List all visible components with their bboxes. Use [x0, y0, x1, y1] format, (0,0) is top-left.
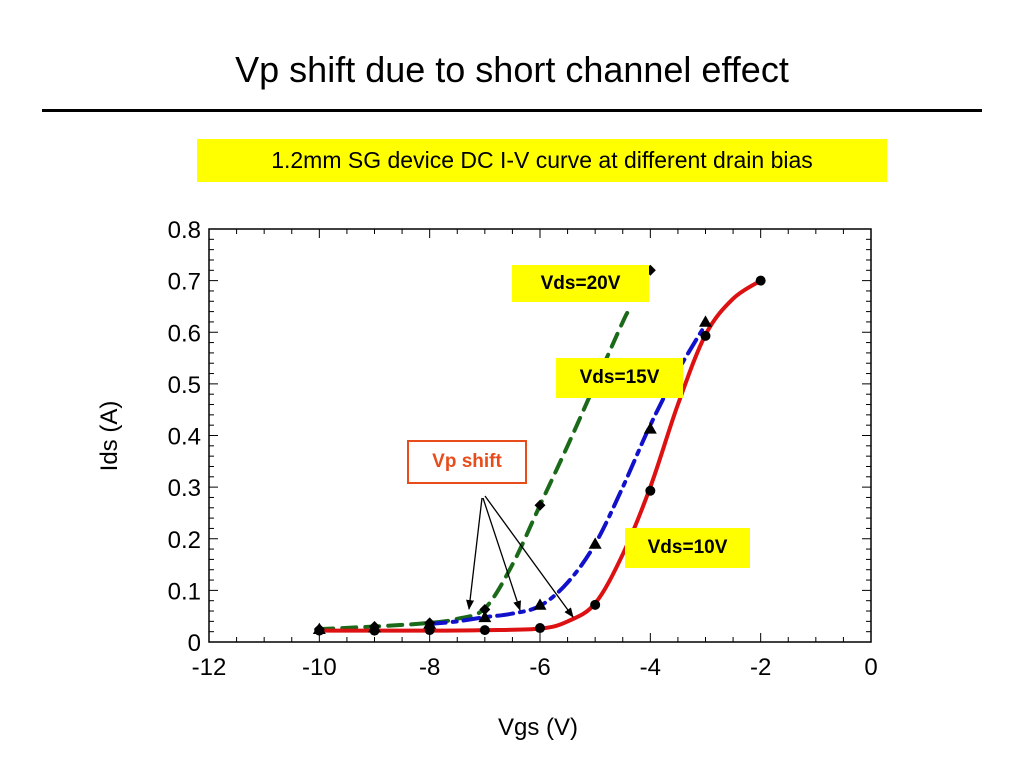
- callout-vp-shift: Vp shift: [407, 440, 527, 484]
- data-point-vds-10v: [700, 330, 711, 341]
- x-tick-label: -8: [419, 654, 440, 681]
- y-tick-label: 0.2: [168, 527, 201, 554]
- data-point-vds-15v: [478, 610, 492, 623]
- y-tick-label: 0.6: [168, 320, 201, 347]
- data-point-vds-20v: [479, 603, 491, 615]
- data-point-vds-15v: [588, 537, 602, 549]
- x-tick-label: -12: [192, 654, 227, 681]
- data-point-vds-15v: [533, 598, 547, 610]
- x-tick-label: -4: [640, 654, 661, 681]
- data-point-vds-10v: [479, 625, 490, 636]
- chart-curves: [317, 278, 763, 633]
- callout-vds20: Vds=20V: [512, 265, 649, 302]
- data-point-vds-20v: [369, 621, 380, 633]
- data-point-vds-10v: [755, 275, 766, 286]
- title-divider: [42, 109, 982, 112]
- data-point-vds-20v: [424, 617, 436, 629]
- callout-vds15: Vds=15V: [556, 358, 683, 398]
- data-point-vds-10v: [535, 623, 545, 634]
- y-tick-label: 0: [188, 630, 201, 657]
- chart-tick-labels: -12 -10 -8 -6 -4 -2 0 0 0.1 0.2 0.3 0.4 0.5 0.6 0.7 0.8: [168, 217, 878, 681]
- chart-ticks: [208, 228, 872, 643]
- x-tick-label: 0: [864, 654, 877, 681]
- x-tick-label: -6: [529, 654, 550, 681]
- y-tick-label: 0.1: [168, 578, 201, 605]
- subtitle-banner: 1.2mm SG device DC I-V curve at differen…: [197, 139, 887, 182]
- data-point-vds-10v: [645, 485, 656, 496]
- data-point-vds-15v: [699, 315, 712, 327]
- x-axis-title: Vgs (V): [498, 714, 578, 741]
- y-tick-label: 0.4: [168, 424, 201, 451]
- y-tick-label: 0.5: [168, 372, 201, 399]
- data-point-vds-20v: [313, 623, 325, 635]
- y-tick-label: 0.8: [168, 217, 201, 244]
- series-line-vds-15v: [427, 322, 708, 626]
- y-tick-label: 0.7: [168, 269, 201, 296]
- y-axis-title: Ids (A): [96, 401, 123, 472]
- vp-shift-arrow-vds10: [484, 495, 574, 618]
- vp-shift-arrow-vds20: [466, 497, 483, 610]
- data-point-vds-15v: [643, 422, 657, 434]
- slide-title: Vp shift due to short channel effect: [235, 49, 789, 90]
- vp-shift-arrow-vds15: [482, 497, 521, 611]
- chart-markers: [312, 264, 766, 636]
- x-tick-label: -2: [750, 654, 771, 681]
- data-point-vds-10v: [590, 599, 601, 610]
- y-tick-label: 0.3: [168, 475, 201, 502]
- x-tick-label: -10: [302, 654, 337, 681]
- series-line-vds-10v: [317, 278, 763, 633]
- callout-vds10: Vds=10V: [625, 528, 750, 568]
- vp-shift-arrows: [466, 495, 574, 618]
- data-point-vds-20v: [534, 499, 546, 511]
